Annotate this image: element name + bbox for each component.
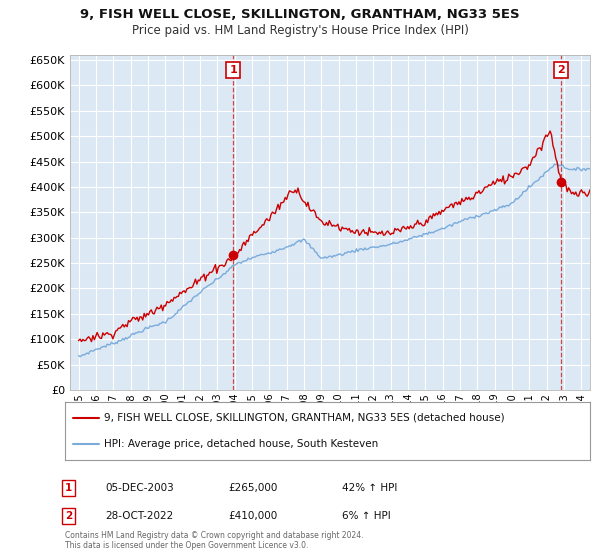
Text: 42% ↑ HPI: 42% ↑ HPI — [342, 483, 397, 493]
Text: 6% ↑ HPI: 6% ↑ HPI — [342, 511, 391, 521]
Text: 1: 1 — [229, 65, 237, 75]
Text: 2: 2 — [557, 65, 565, 75]
Text: HPI: Average price, detached house, South Kesteven: HPI: Average price, detached house, Sout… — [104, 440, 379, 449]
Text: 28-OCT-2022: 28-OCT-2022 — [105, 511, 173, 521]
Text: £410,000: £410,000 — [228, 511, 277, 521]
Text: 1: 1 — [65, 483, 72, 493]
Text: 9, FISH WELL CLOSE, SKILLINGTON, GRANTHAM, NG33 5ES: 9, FISH WELL CLOSE, SKILLINGTON, GRANTHA… — [80, 8, 520, 21]
Text: 2: 2 — [65, 511, 72, 521]
Text: Price paid vs. HM Land Registry's House Price Index (HPI): Price paid vs. HM Land Registry's House … — [131, 24, 469, 36]
Text: £265,000: £265,000 — [228, 483, 277, 493]
Text: 9, FISH WELL CLOSE, SKILLINGTON, GRANTHAM, NG33 5ES (detached house): 9, FISH WELL CLOSE, SKILLINGTON, GRANTHA… — [104, 413, 505, 423]
Text: 05-DEC-2003: 05-DEC-2003 — [105, 483, 174, 493]
Text: Contains HM Land Registry data © Crown copyright and database right 2024.
This d: Contains HM Land Registry data © Crown c… — [65, 531, 364, 550]
